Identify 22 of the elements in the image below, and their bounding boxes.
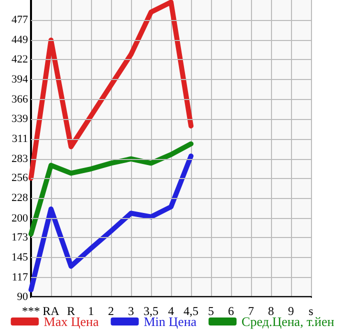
y-tick-label: 477 <box>12 14 28 26</box>
y-tick-label: 90 <box>17 291 28 303</box>
y-tick-label: 117 <box>12 272 28 284</box>
x-tick-label: 5 <box>208 304 214 318</box>
y-tick-label: 311 <box>12 132 28 145</box>
y-tick-label: 256 <box>12 172 28 184</box>
x-tick-label: *** <box>22 304 40 318</box>
y-tick-label: 145 <box>12 252 28 264</box>
x-tick-label: 3 <box>128 304 134 318</box>
x-tick-label: 2 <box>108 304 114 318</box>
y-tick-label: 200 <box>12 212 28 224</box>
y-tick-label: 228 <box>12 192 28 204</box>
y-tick-label: 339 <box>12 112 28 125</box>
x-tick-label: 6 <box>228 304 234 318</box>
y-tick-label: 394 <box>12 73 28 86</box>
y-tick-label: 283 <box>12 152 28 165</box>
y-tick-label: 422 <box>12 53 28 66</box>
y-tick-label: 366 <box>12 93 28 106</box>
y-tick-label: 173 <box>12 232 28 244</box>
x-tick-label: 4,5 <box>184 304 198 318</box>
y-tick-label: 449 <box>12 34 28 46</box>
x-tick-label: 4 <box>168 304 174 318</box>
